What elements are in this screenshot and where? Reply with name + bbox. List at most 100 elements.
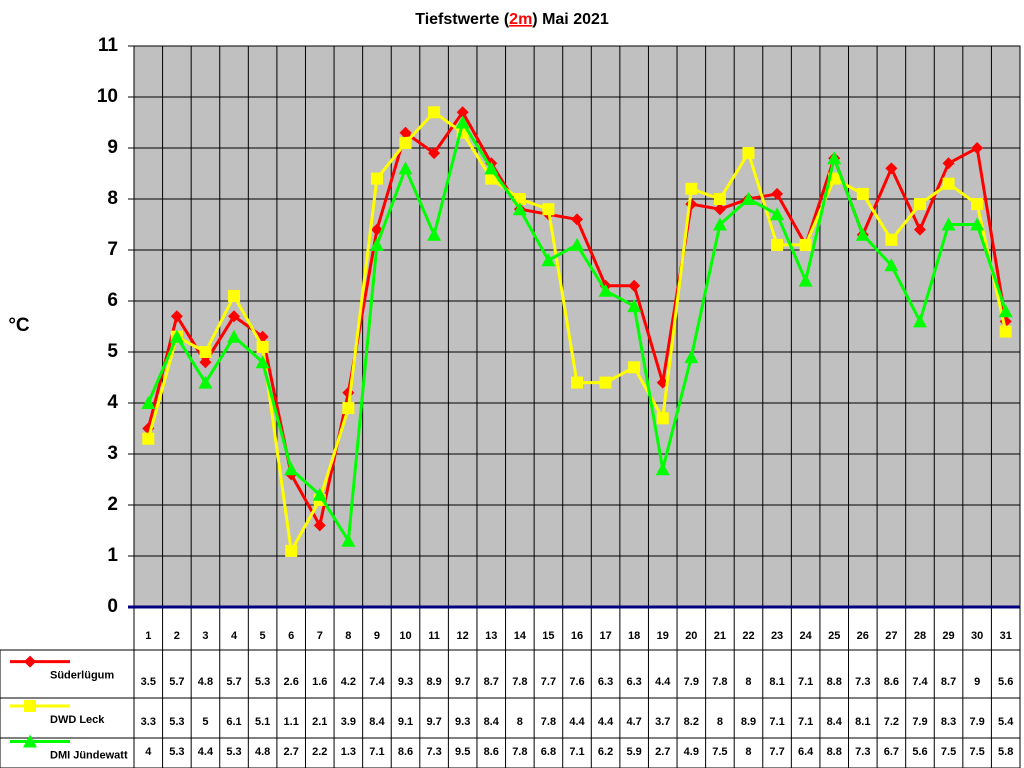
table-value: 8.7 xyxy=(484,676,499,688)
y-tick-label: 10 xyxy=(97,86,118,107)
title-part: ) Mai 2021 xyxy=(532,11,609,28)
table-value: 6.8 xyxy=(541,746,556,758)
marker xyxy=(513,193,526,205)
table-value: 8.8 xyxy=(827,676,842,688)
y-axis-label: °C xyxy=(8,315,30,336)
table-value: 7.8 xyxy=(512,746,527,758)
marker xyxy=(713,203,726,216)
marker xyxy=(628,361,641,374)
title-part: Tiefstwerte ( xyxy=(415,11,510,28)
marker xyxy=(342,402,355,415)
x-tick-label: 7 xyxy=(317,630,323,642)
table-value: 3.9 xyxy=(341,716,356,728)
table-value: 8.6 xyxy=(398,746,413,758)
marker xyxy=(142,432,155,445)
marker xyxy=(770,207,785,221)
table-value: 5.6 xyxy=(998,676,1013,688)
table-value: 7.7 xyxy=(541,676,556,688)
marker xyxy=(399,126,412,139)
table-value: 7.1 xyxy=(798,676,813,688)
marker xyxy=(999,325,1012,338)
marker xyxy=(971,142,984,154)
x-tick-label: 17 xyxy=(599,630,611,642)
x-tick-label: 9 xyxy=(374,630,380,642)
marker xyxy=(285,544,298,557)
table-value: 8.3 xyxy=(941,716,956,728)
marker xyxy=(341,533,356,547)
x-tick-label: 13 xyxy=(485,630,497,642)
marker xyxy=(23,734,37,748)
marker xyxy=(170,310,183,323)
table-value: 6.3 xyxy=(598,676,613,688)
plot-area xyxy=(133,45,1021,608)
table-value: 7.3 xyxy=(855,746,870,758)
x-tick-label: 2 xyxy=(174,630,180,642)
marker xyxy=(885,233,898,246)
x-tick-label: 10 xyxy=(399,630,411,642)
table-value: 5.7 xyxy=(226,676,241,688)
marker xyxy=(369,237,384,251)
table-value: 7.6 xyxy=(569,676,584,688)
marker xyxy=(570,237,584,251)
marker xyxy=(455,115,470,129)
table-value: 7.5 xyxy=(969,746,984,758)
table-value: 8.1 xyxy=(855,716,870,728)
marker xyxy=(685,182,698,195)
marker xyxy=(228,310,241,323)
table-value: 5.4 xyxy=(998,716,1014,728)
chart-title: Tiefstwerte (2m) Mai 2021 xyxy=(415,11,609,28)
y-tick-label: 0 xyxy=(107,596,118,617)
x-tick-label: 18 xyxy=(628,630,640,642)
marker xyxy=(24,700,36,712)
marker xyxy=(798,273,813,287)
table-value: 7.5 xyxy=(941,746,956,758)
marker xyxy=(428,147,441,160)
table-value: 7.1 xyxy=(369,746,384,758)
table-value: 3.3 xyxy=(141,716,156,728)
legend-label: DMI Jündewatt xyxy=(50,749,128,761)
y-tick-label: 6 xyxy=(107,290,118,311)
marker xyxy=(542,203,555,216)
marker xyxy=(712,217,727,231)
y-tick-label: 11 xyxy=(98,35,119,56)
table-value: 9.7 xyxy=(426,716,441,728)
marker xyxy=(312,487,327,501)
marker xyxy=(256,340,269,353)
table-value: 8.6 xyxy=(884,676,899,688)
table-value: 7.4 xyxy=(912,676,928,688)
table-value: 9.3 xyxy=(398,676,413,688)
table-value: 4 xyxy=(145,746,152,758)
table-value: 4.9 xyxy=(684,746,699,758)
table-value: 8 xyxy=(745,746,751,758)
table-value: 4.8 xyxy=(255,746,270,758)
marker xyxy=(628,279,641,292)
x-tick-label: 25 xyxy=(828,630,840,642)
marker xyxy=(742,147,755,160)
x-tick-label: 28 xyxy=(914,630,926,642)
marker xyxy=(427,227,442,241)
x-tick-label: 27 xyxy=(885,630,897,642)
marker xyxy=(941,217,956,231)
x-tick-label: 23 xyxy=(771,630,783,642)
table-value: 1.3 xyxy=(341,746,356,758)
marker xyxy=(485,172,498,185)
y-tick-label: 1 xyxy=(107,545,118,566)
y-tick-label: 5 xyxy=(107,341,118,362)
marker xyxy=(398,161,413,175)
x-tick-label: 8 xyxy=(345,630,351,642)
x-tick-label: 26 xyxy=(857,630,869,642)
table-value: 9 xyxy=(974,676,980,688)
table-value: 2.2 xyxy=(312,746,327,758)
x-tick-label: 15 xyxy=(542,630,554,642)
table-value: 8.9 xyxy=(741,716,756,728)
marker xyxy=(571,213,583,226)
x-tick-label: 3 xyxy=(202,630,208,642)
marker xyxy=(713,193,726,205)
table-value: 7.8 xyxy=(712,676,727,688)
table-value: 9.5 xyxy=(455,746,470,758)
x-tick-label: 1 xyxy=(145,630,151,642)
x-tick-label: 22 xyxy=(742,630,754,642)
table-value: 4.4 xyxy=(569,716,585,728)
table-value: 8.4 xyxy=(827,716,843,728)
table-value: 5.3 xyxy=(169,746,184,758)
